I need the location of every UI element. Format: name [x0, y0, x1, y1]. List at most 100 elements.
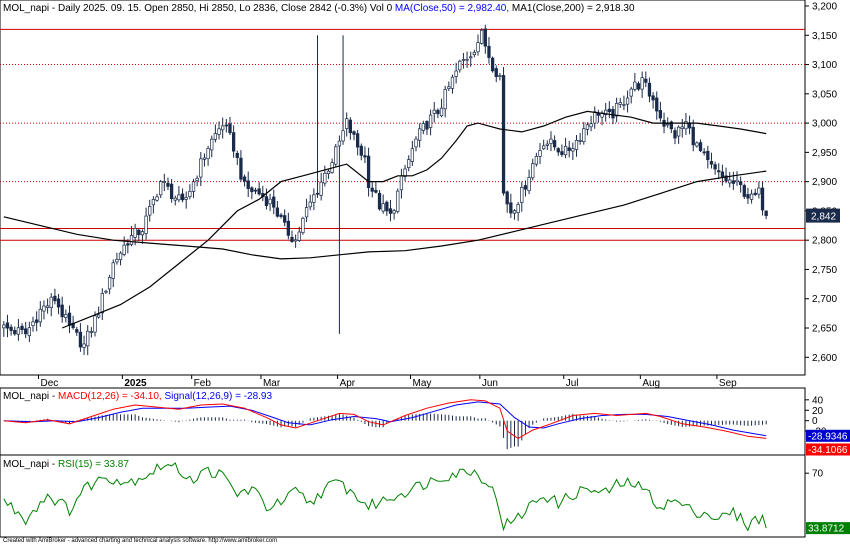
candle-body [410, 148, 415, 162]
macd-header: MOL_napi - MACD(12,26) = -34.10, Signal(… [3, 391, 272, 402]
price-tick-label: 2,950 [812, 148, 837, 159]
candle-body [355, 133, 360, 148]
candle-body [188, 191, 192, 198]
candle-body [286, 220, 290, 236]
candle-body [210, 138, 214, 151]
candle-body [527, 177, 531, 192]
candle-body [647, 82, 652, 97]
candle-body [60, 304, 64, 318]
candle-body [633, 81, 637, 90]
candle-body [250, 187, 254, 193]
candle-body [695, 142, 699, 147]
candle-body [199, 158, 203, 178]
price-header: MOL_napi - Daily 2025. 09. 15. Open 2850… [3, 3, 635, 14]
candle-body [556, 148, 560, 153]
candle-body [93, 315, 97, 333]
candle-body [75, 329, 79, 333]
macd-tick-label: 0 [812, 416, 818, 427]
candle-body [724, 175, 728, 182]
month-label: Feb [194, 378, 212, 389]
candle-body [118, 252, 123, 261]
candle-body [520, 187, 524, 203]
candle-body [439, 107, 444, 117]
price-tick-label: 3,000 [812, 119, 837, 130]
candle-body [180, 193, 185, 201]
candle-body [487, 45, 491, 58]
candle-body [523, 185, 528, 190]
macd-value-label: -34.1066 [808, 445, 848, 456]
candle-body [418, 128, 422, 141]
candle-body [213, 133, 218, 140]
candle-body [651, 95, 655, 101]
candle-body [231, 132, 236, 152]
candle-body [607, 108, 611, 113]
macd-label: MACD(12,26) = -34.10, [58, 391, 162, 402]
ma50-line [61, 110, 767, 329]
candle-body [388, 208, 393, 214]
candle-body [760, 187, 765, 211]
candle-body [279, 214, 283, 217]
rsi-value-badge [806, 522, 850, 535]
candle-body [742, 185, 746, 197]
candle-body [458, 60, 462, 71]
candle-body [505, 191, 509, 205]
rsi-series [3, 462, 767, 532]
month-label: Mar [263, 378, 281, 389]
candle-body [166, 182, 170, 187]
candle-body [151, 199, 156, 206]
candle-body [578, 140, 582, 142]
macd-pane [0, 387, 806, 456]
candle-body [472, 51, 477, 55]
candle-body [396, 190, 400, 212]
candle-body [713, 164, 717, 170]
price-tick-label: 3,050 [812, 89, 837, 100]
candle-body [549, 138, 553, 144]
candle-body [684, 121, 688, 130]
candle-body [13, 330, 17, 335]
candle-body [516, 204, 520, 213]
rsi-label: RSI(15) = 33.87 [58, 459, 129, 470]
ma200-line [3, 170, 767, 260]
candle-body [534, 156, 539, 165]
ma50-label: MA(Close,50) = 2,982.40, [395, 3, 509, 14]
candle-body [144, 215, 148, 234]
candle-body [202, 157, 207, 160]
candle-body [129, 235, 134, 245]
candle-body [494, 68, 498, 77]
month-label: May [413, 378, 432, 389]
candle-body [195, 177, 199, 181]
last-price-label: 2,842 [811, 212, 836, 223]
candle-body [589, 123, 593, 128]
candle-body [655, 97, 659, 112]
rsi-value-label: 33.8712 [808, 524, 845, 535]
macd-header-prefix: MOL_napi - [3, 391, 58, 402]
candle-body [461, 59, 466, 61]
candle-body [348, 119, 352, 134]
candle-body [206, 148, 210, 160]
candle-body [89, 331, 94, 333]
price-header-prefix: MOL_napi - Daily 2025. 09. 15. Open 2850… [3, 3, 395, 14]
candle-body [407, 159, 411, 168]
price-tick-label: 2,650 [812, 324, 837, 335]
month-label: Jun [482, 378, 498, 389]
candle-body [100, 293, 104, 314]
signal-label: Signal(12,26,9) = -28.93 [162, 391, 273, 402]
rsi-pane [0, 454, 806, 538]
candle-body [574, 140, 579, 150]
candle-body [483, 28, 487, 47]
price-series [0, 24, 805, 356]
candle-body [531, 163, 535, 179]
candle-body [2, 324, 6, 329]
candle-body [264, 196, 269, 206]
candle-body [326, 170, 331, 175]
candle-body [107, 276, 112, 290]
candle-body [228, 123, 232, 134]
candle-body [552, 140, 557, 148]
candle-body [501, 75, 506, 194]
candle-body [9, 326, 13, 331]
candle-body [680, 126, 684, 129]
candle-body [403, 168, 407, 177]
candle-body [359, 145, 363, 156]
candle-body [425, 121, 429, 130]
